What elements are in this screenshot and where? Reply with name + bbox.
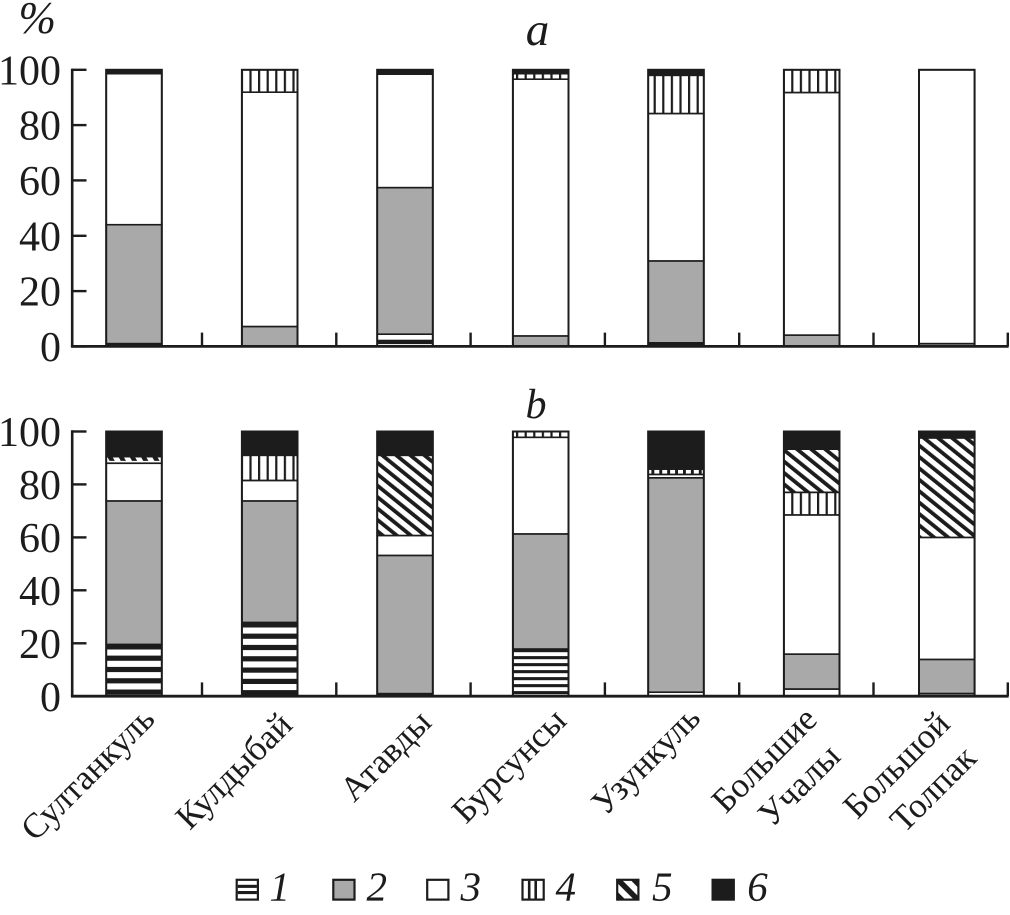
svg-text:40: 40 bbox=[19, 569, 61, 615]
svg-text:80: 80 bbox=[19, 104, 61, 150]
svg-text:40: 40 bbox=[19, 214, 61, 260]
svg-text:a: a bbox=[526, 4, 550, 56]
svg-text:60: 60 bbox=[19, 159, 61, 205]
svg-text:6: 6 bbox=[747, 864, 768, 910]
svg-text:100: 100 bbox=[0, 48, 61, 94]
svg-text:0: 0 bbox=[40, 325, 61, 371]
svg-text:80: 80 bbox=[19, 463, 61, 509]
svg-text:3: 3 bbox=[460, 864, 482, 910]
svg-text:4: 4 bbox=[556, 864, 577, 910]
svg-text:0: 0 bbox=[40, 675, 61, 721]
svg-text:100: 100 bbox=[0, 410, 61, 456]
svg-text:60: 60 bbox=[19, 516, 61, 562]
svg-text:20: 20 bbox=[19, 270, 61, 316]
svg-text:%: % bbox=[19, 0, 57, 43]
svg-text:1: 1 bbox=[270, 864, 291, 910]
svg-text:b: b bbox=[526, 382, 547, 428]
svg-text:5: 5 bbox=[652, 864, 673, 910]
svg-text:20: 20 bbox=[19, 622, 61, 668]
svg-text:2: 2 bbox=[367, 864, 388, 910]
